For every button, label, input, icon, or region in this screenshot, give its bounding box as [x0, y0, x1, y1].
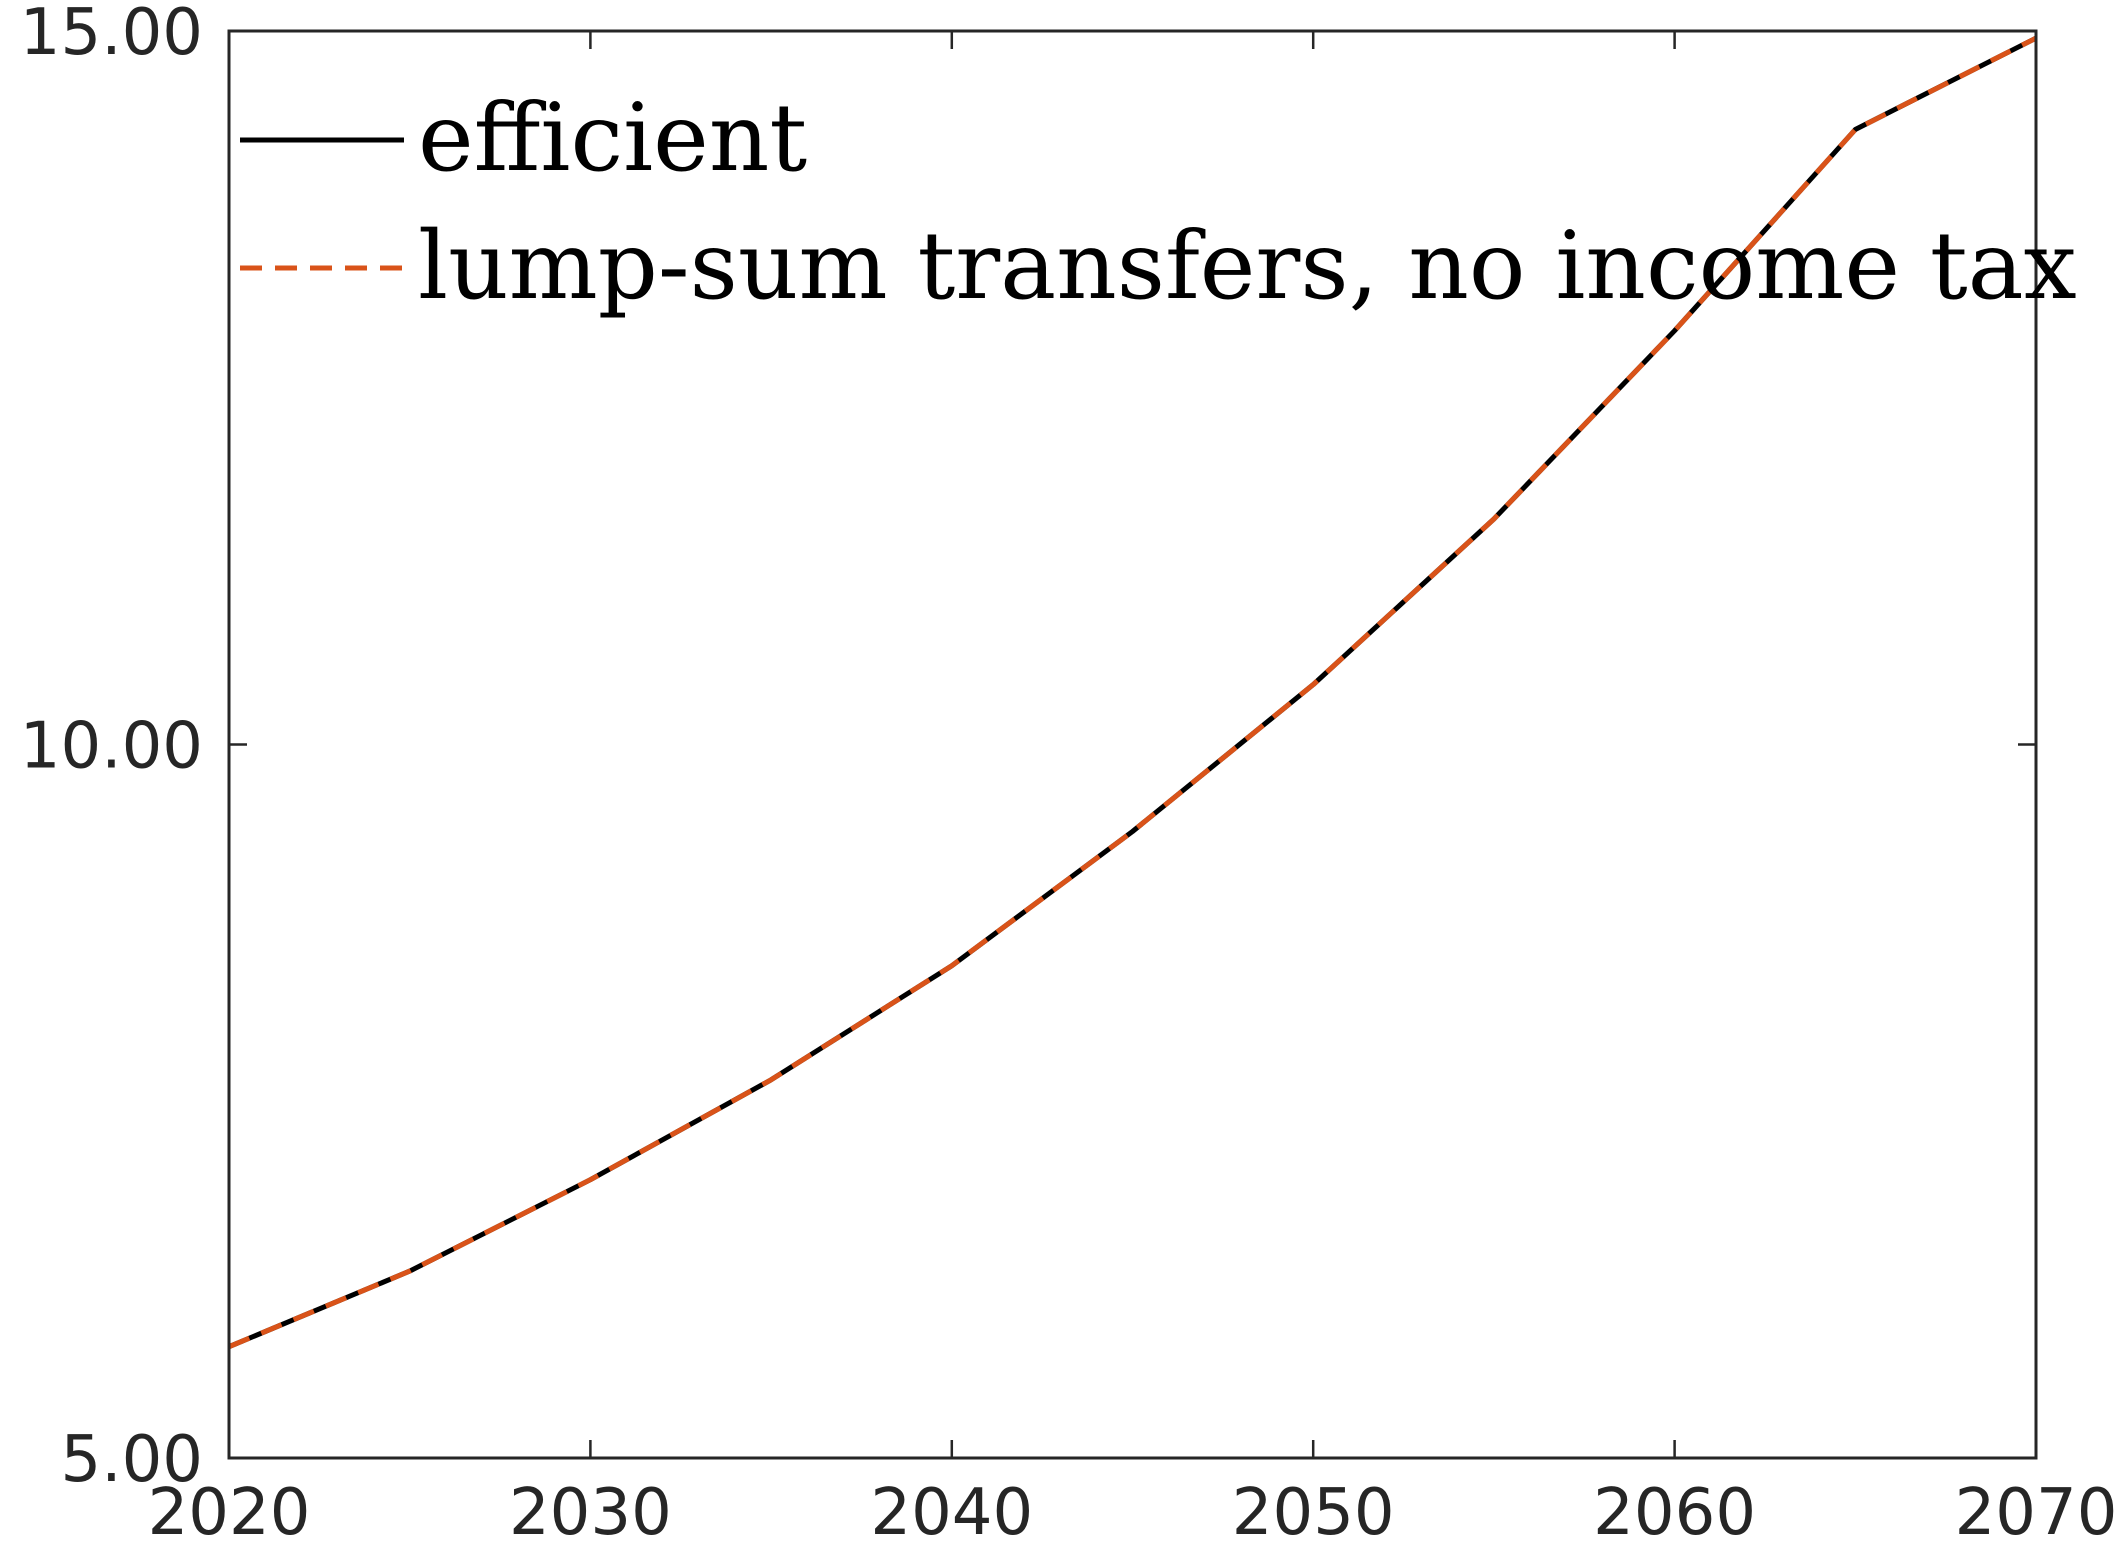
- plot-area: [229, 31, 2036, 1458]
- series-line-lump-sum-transfers: [228, 35, 2038, 1350]
- legend: efficient lump-sum transfers, no income t…: [240, 84, 2077, 321]
- x-tick-label: 2050: [1232, 1476, 1395, 1550]
- legend-label: lump-sum transfers, no income tax: [418, 212, 2077, 321]
- x-tick-label: 2020: [148, 1476, 311, 1550]
- y-tick-label: 15.00: [20, 0, 203, 70]
- x-tick-label: 2060: [1593, 1476, 1756, 1550]
- plot-frame: [227, 29, 2038, 1460]
- y-tick-label: 5.00: [61, 1423, 204, 1497]
- x-tick-label: 2040: [870, 1476, 1033, 1550]
- legend-label: efficient: [418, 84, 807, 193]
- x-tick-label: 2070: [1955, 1476, 2118, 1550]
- series-lines: [228, 35, 2038, 1350]
- tick-labels: 2020 2030 2040 2050 2060 2070 5.00 10.00 15.00: [20, 0, 2118, 1550]
- x-tick-label: 2030: [509, 1476, 672, 1550]
- y-tick-label: 10.00: [20, 710, 203, 784]
